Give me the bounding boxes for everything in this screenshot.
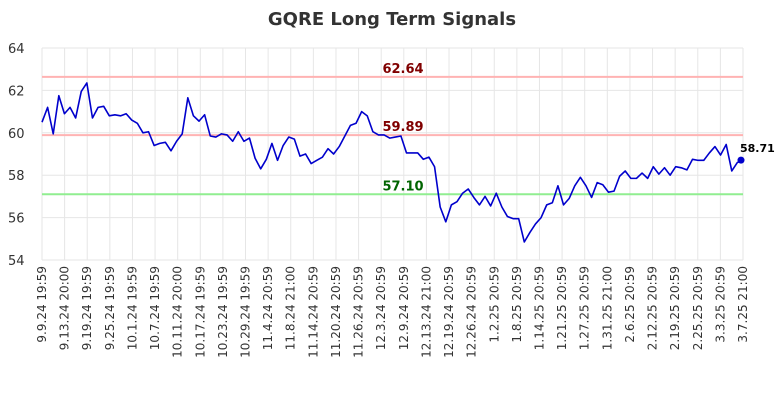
- x-tick-label: 2.6.25 20:59: [623, 266, 637, 343]
- y-tick-label: 60: [8, 127, 25, 142]
- x-tick-label: 2.12.25 20:59: [646, 266, 660, 350]
- y-tick-label: 58: [8, 169, 25, 184]
- x-tick-label: 1.21.25 20:59: [555, 266, 569, 350]
- x-tick-label: 2.19.25 20:59: [668, 266, 682, 350]
- x-tick-label: 9.9.24 19:59: [35, 266, 49, 343]
- x-tick-label: 10.7.24 19:59: [148, 266, 162, 350]
- x-tick-label: 12.19.24 20:59: [442, 266, 456, 358]
- price-line: [41, 82, 744, 243]
- last-point-label: 58.71: [740, 142, 775, 155]
- x-tick-label: 1.27.25 20:59: [578, 266, 592, 350]
- x-tick-label: 2.25.25 20:59: [691, 266, 705, 350]
- x-tick-label: 11.4.24 20:59: [261, 266, 275, 350]
- x-tick-label: 12.9.24 20:59: [397, 266, 411, 350]
- x-tick-label: 11.20.24 20:59: [329, 266, 343, 358]
- reference-labels: 62.64 59.89 57.10 58.71: [382, 62, 774, 194]
- x-tick-label: 10.23.24 19:59: [216, 266, 230, 358]
- x-tick-label: 3.3.25 20:59: [713, 266, 727, 343]
- y-tick-label: 64: [8, 42, 25, 57]
- x-tick-label: 12.13.24 21:00: [419, 266, 433, 358]
- last-point-marker: [737, 156, 745, 164]
- x-tick-label: 9.13.24 20:00: [58, 266, 72, 350]
- x-tick-label: 11.8.24 21:00: [284, 266, 298, 350]
- reference-lines: [42, 75, 743, 196]
- y-tick-label: 62: [8, 84, 25, 99]
- x-tick-label: 10.29.24 19:59: [239, 266, 253, 358]
- x-tick-label: 11.26.24 20:59: [352, 266, 366, 358]
- x-tick-label: 10.11.24 20:00: [171, 266, 185, 358]
- x-tick-label: 11.14.24 20:59: [306, 266, 320, 358]
- x-tick-label: 12.3.24 20:59: [374, 266, 388, 350]
- x-tick-label: 9.25.24 19:59: [103, 266, 117, 350]
- reference-line-label: 62.64: [382, 62, 423, 77]
- reference-line-label: 57.10: [382, 179, 423, 194]
- reference-line-label: 59.89: [382, 120, 423, 135]
- y-axis: 54 56 58 60 62 64: [8, 42, 25, 269]
- x-tick-label: 1.14.25 20:59: [532, 266, 546, 350]
- x-tick-label: 12.26.24 20:59: [465, 266, 479, 358]
- y-tick-label: 54: [8, 254, 25, 269]
- series-group: [41, 82, 745, 243]
- chart-title: GQRE Long Term Signals: [268, 9, 516, 30]
- y-tick-label: 56: [8, 212, 25, 227]
- grid: [41, 47, 744, 261]
- x-tick-label: 3.7.25 21:00: [736, 266, 750, 343]
- x-tick-label: 10.1.24 19:59: [125, 266, 139, 350]
- x-tick-label: 10.17.24 19:59: [193, 266, 207, 358]
- x-tick-label: 1.31.25 21:00: [600, 266, 614, 350]
- x-tick-label: 1.8.25 20:59: [510, 266, 524, 343]
- x-tick-label: 1.2.25 20:59: [487, 266, 501, 343]
- x-axis: 9.9.24 19:59 9.13.24 20:00 9.19.24 19:59 9.…: [35, 266, 750, 358]
- x-tick-label: 9.19.24 19:59: [80, 266, 94, 350]
